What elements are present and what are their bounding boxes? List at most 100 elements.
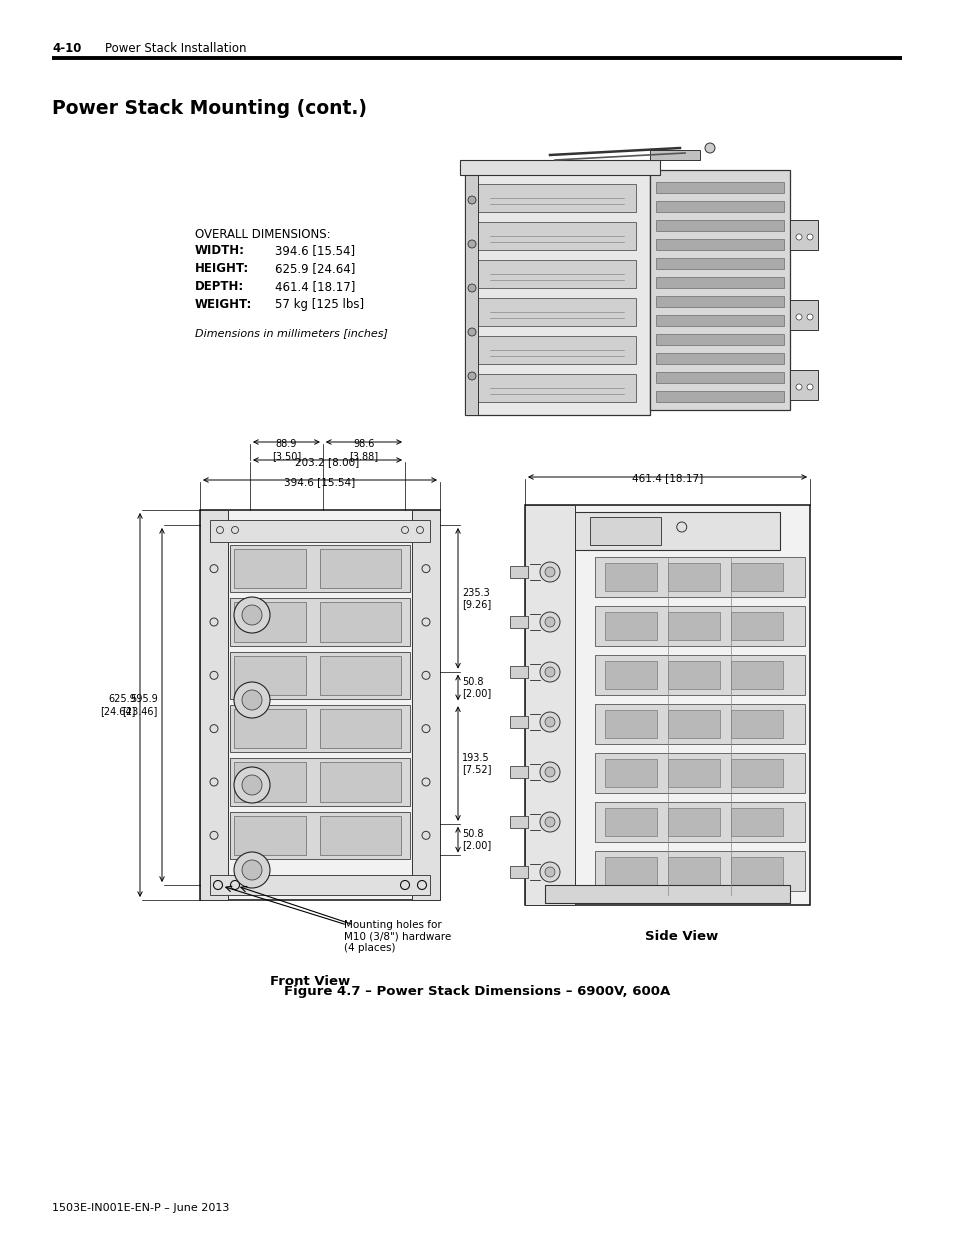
Circle shape — [539, 713, 559, 732]
Circle shape — [539, 613, 559, 632]
Bar — [477, 222, 636, 249]
Text: 50.8
[2.00]: 50.8 [2.00] — [461, 677, 491, 698]
Text: 625.9
[24.64]: 625.9 [24.64] — [100, 694, 136, 716]
Bar — [656, 220, 783, 231]
Bar — [210, 876, 430, 895]
Bar — [656, 353, 783, 364]
Bar — [230, 705, 410, 752]
Bar — [656, 391, 783, 403]
Circle shape — [539, 762, 559, 782]
Bar — [200, 510, 439, 900]
Bar — [464, 165, 649, 415]
Bar — [730, 857, 782, 885]
Circle shape — [242, 690, 262, 710]
Bar — [667, 613, 720, 640]
Bar — [464, 165, 477, 415]
Bar — [555, 513, 780, 550]
Bar — [477, 261, 636, 288]
Circle shape — [806, 233, 812, 240]
Circle shape — [795, 233, 801, 240]
Bar — [667, 808, 720, 836]
Text: 235.3
[9.26]: 235.3 [9.26] — [461, 588, 491, 609]
Bar — [233, 762, 306, 802]
Bar — [510, 666, 527, 678]
Bar — [319, 815, 400, 855]
Bar — [589, 517, 660, 545]
Text: 595.9
[23.46]: 595.9 [23.46] — [123, 694, 158, 716]
Bar — [319, 709, 400, 748]
Bar — [230, 811, 410, 860]
Circle shape — [539, 562, 559, 582]
Text: 4-10: 4-10 — [52, 42, 81, 54]
Bar — [200, 510, 228, 900]
Bar — [667, 710, 720, 739]
Bar — [730, 760, 782, 787]
Bar — [595, 704, 804, 743]
Circle shape — [233, 852, 270, 888]
Bar — [667, 563, 720, 592]
Bar — [730, 710, 782, 739]
Text: Front View: Front View — [270, 974, 350, 988]
Bar — [319, 656, 400, 695]
Circle shape — [468, 284, 476, 291]
Text: Side View: Side View — [644, 930, 718, 944]
Bar — [510, 816, 527, 827]
Bar — [230, 545, 410, 593]
Text: 461.4 [18.17]: 461.4 [18.17] — [274, 280, 355, 293]
Bar — [656, 315, 783, 326]
Circle shape — [795, 314, 801, 320]
Bar — [510, 566, 527, 578]
Bar — [789, 370, 817, 400]
Bar — [477, 298, 636, 326]
Circle shape — [704, 143, 714, 153]
Bar — [477, 336, 636, 364]
Circle shape — [544, 667, 555, 677]
Circle shape — [539, 662, 559, 682]
Circle shape — [468, 372, 476, 380]
Text: 203.2 [8.00]: 203.2 [8.00] — [295, 457, 359, 467]
Text: DEPTH:: DEPTH: — [194, 280, 244, 293]
Circle shape — [468, 196, 476, 204]
Circle shape — [539, 862, 559, 882]
Text: WIDTH:: WIDTH: — [194, 245, 245, 257]
Text: WEIGHT:: WEIGHT: — [194, 298, 253, 311]
Bar — [656, 277, 783, 288]
Text: 461.4 [18.17]: 461.4 [18.17] — [631, 473, 702, 483]
Text: Mounting holes for
M10 (3/8") hardware
(4 places): Mounting holes for M10 (3/8") hardware (… — [344, 920, 451, 953]
Bar — [230, 758, 410, 805]
Bar — [477, 184, 636, 212]
Bar — [595, 851, 804, 890]
Text: Power Stack Mounting (cont.): Power Stack Mounting (cont.) — [52, 99, 367, 117]
Text: OVERALL DIMENSIONS:: OVERALL DIMENSIONS: — [194, 228, 331, 241]
Text: HEIGHT:: HEIGHT: — [194, 262, 249, 275]
Bar — [649, 149, 700, 161]
Bar — [604, 857, 657, 885]
Text: 50.8
[2.00]: 50.8 [2.00] — [461, 829, 491, 851]
Bar — [604, 808, 657, 836]
Circle shape — [795, 384, 801, 390]
Circle shape — [544, 767, 555, 777]
Bar — [656, 296, 783, 308]
Circle shape — [544, 867, 555, 877]
Bar — [210, 520, 430, 542]
Circle shape — [242, 605, 262, 625]
Bar — [510, 616, 527, 629]
Circle shape — [233, 682, 270, 718]
Bar — [730, 661, 782, 689]
Bar — [230, 598, 410, 646]
Text: 98.6
[3.88]: 98.6 [3.88] — [349, 438, 378, 461]
Bar — [595, 753, 804, 793]
Circle shape — [544, 618, 555, 627]
Bar — [604, 661, 657, 689]
Circle shape — [242, 860, 262, 881]
Text: 193.5
[7.52]: 193.5 [7.52] — [461, 753, 491, 774]
Bar — [595, 606, 804, 646]
Text: Power Stack Installation: Power Stack Installation — [105, 42, 246, 54]
Bar — [230, 652, 410, 699]
Circle shape — [806, 314, 812, 320]
Bar — [319, 550, 400, 588]
Bar — [233, 603, 306, 642]
Circle shape — [806, 384, 812, 390]
Bar — [524, 505, 809, 905]
Bar — [667, 760, 720, 787]
